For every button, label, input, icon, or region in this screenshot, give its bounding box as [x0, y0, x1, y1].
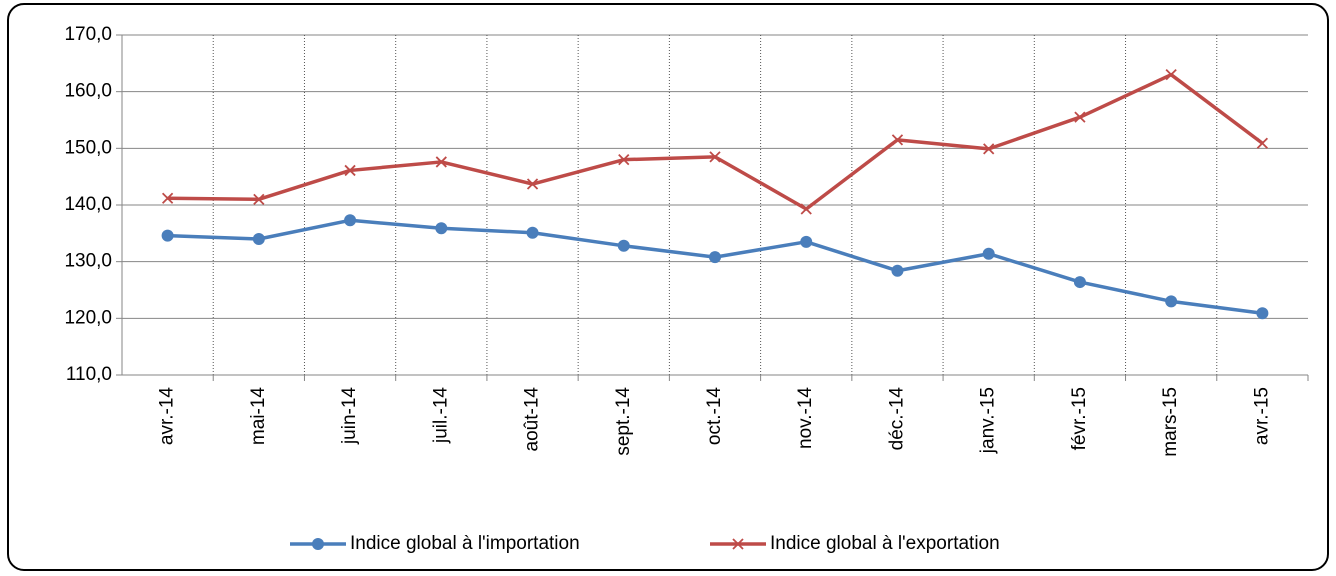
marker	[891, 134, 904, 146]
y-tick-label: 120,0	[64, 307, 112, 328]
x-tick-label: mars-15	[1160, 387, 1181, 457]
marker	[800, 235, 813, 248]
marker	[1256, 137, 1269, 149]
marker	[161, 229, 174, 242]
marker	[435, 222, 448, 235]
x-tick-label: juil.-14	[430, 387, 451, 444]
x-tick-label: nov.-14	[795, 387, 816, 449]
x-tick-label: déc.-14	[886, 387, 907, 451]
y-tick-label: 150,0	[64, 137, 112, 158]
x-tick-label: avr.-14	[157, 387, 178, 446]
x-tick-label: sept.-14	[613, 387, 634, 456]
y-tick-label: 160,0	[64, 81, 112, 102]
marker	[161, 192, 174, 204]
x-tick-label: avr.-15	[1251, 387, 1272, 445]
y-tick-label: 140,0	[64, 194, 112, 215]
legend-marker	[732, 538, 744, 550]
marker	[1074, 111, 1086, 123]
x-tick-label: févr.-15	[1069, 387, 1090, 450]
marker	[526, 178, 539, 190]
marker	[983, 143, 995, 155]
marker	[435, 156, 447, 168]
y-tick-label: 110,0	[66, 364, 112, 385]
marker	[982, 247, 995, 260]
marker	[1165, 295, 1178, 308]
x-tick-label: janv.-15	[978, 387, 999, 454]
legend-marker	[312, 538, 324, 550]
x-tick-label: mai-14	[248, 387, 269, 446]
marker	[709, 151, 721, 163]
marker	[526, 226, 539, 239]
x-tick-label: août-14	[522, 387, 543, 452]
marker	[1256, 307, 1269, 320]
marker	[617, 239, 630, 252]
marker	[253, 193, 265, 205]
marker	[1073, 276, 1086, 289]
x-tick-label: juin-14	[339, 387, 360, 445]
legend-label: Indice global à l'exportation	[770, 533, 1000, 554]
y-tick-label: 130,0	[64, 251, 112, 272]
marker	[891, 264, 904, 277]
marker	[800, 203, 812, 215]
legend-label: Indice global à l'importation	[350, 533, 580, 554]
marker	[252, 233, 265, 245]
marker	[1165, 69, 1177, 81]
marker	[344, 214, 357, 227]
marker	[618, 154, 630, 166]
x-tick-label: oct.-14	[704, 387, 725, 446]
marker	[344, 164, 356, 177]
marker	[709, 251, 721, 264]
y-tick-label: 170,0	[64, 24, 112, 45]
chart-frame	[7, 3, 1329, 571]
